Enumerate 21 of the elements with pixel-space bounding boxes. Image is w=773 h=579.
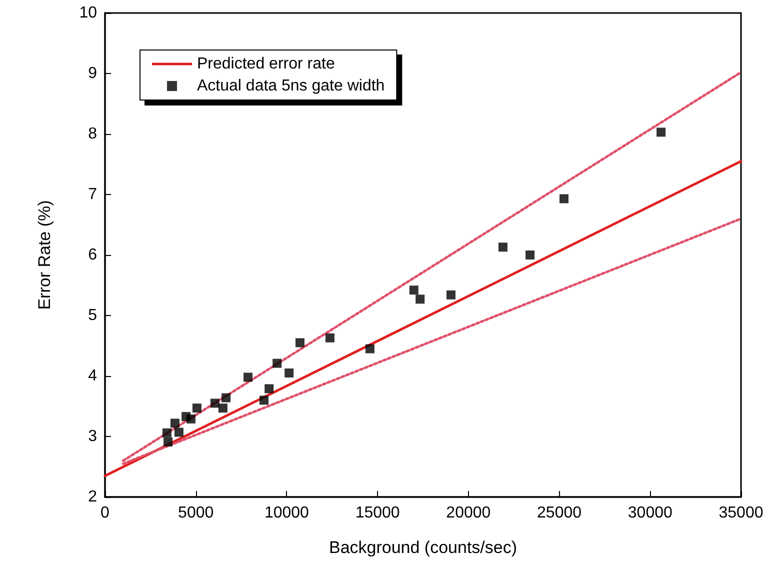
y-tick-label: 5 <box>88 307 98 324</box>
y-tick-label: 6 <box>88 246 98 264</box>
y-tick-label: 4 <box>88 368 98 384</box>
x-axis-title: Background (counts/sec) <box>328 538 518 557</box>
x-tick-label: 10000 <box>264 504 310 522</box>
y-tick-label: 10 <box>79 4 98 22</box>
legend-label: Predicted error rate <box>197 56 335 72</box>
x-tick-label: 0 <box>100 504 110 522</box>
y-tick-label: 3 <box>88 428 98 445</box>
legend-label: Actual data 5ns gate width <box>197 78 385 94</box>
y-tick-label: 9 <box>88 65 98 82</box>
x-tick-label: 35000 <box>718 504 764 522</box>
y-tick-label: 7 <box>88 186 98 203</box>
x-tick-label: 30000 <box>628 504 672 522</box>
x-tick-label: 25000 <box>537 504 582 522</box>
y-axis-title: Error Rate (%) <box>35 200 54 310</box>
y-tick-label: 8 <box>88 126 98 142</box>
x-tick-label: 5000 <box>178 504 214 522</box>
x-tick-label: 20000 <box>446 504 491 522</box>
x-tick-label: 15000 <box>355 504 400 522</box>
y-tick-label: 2 <box>88 488 98 506</box>
